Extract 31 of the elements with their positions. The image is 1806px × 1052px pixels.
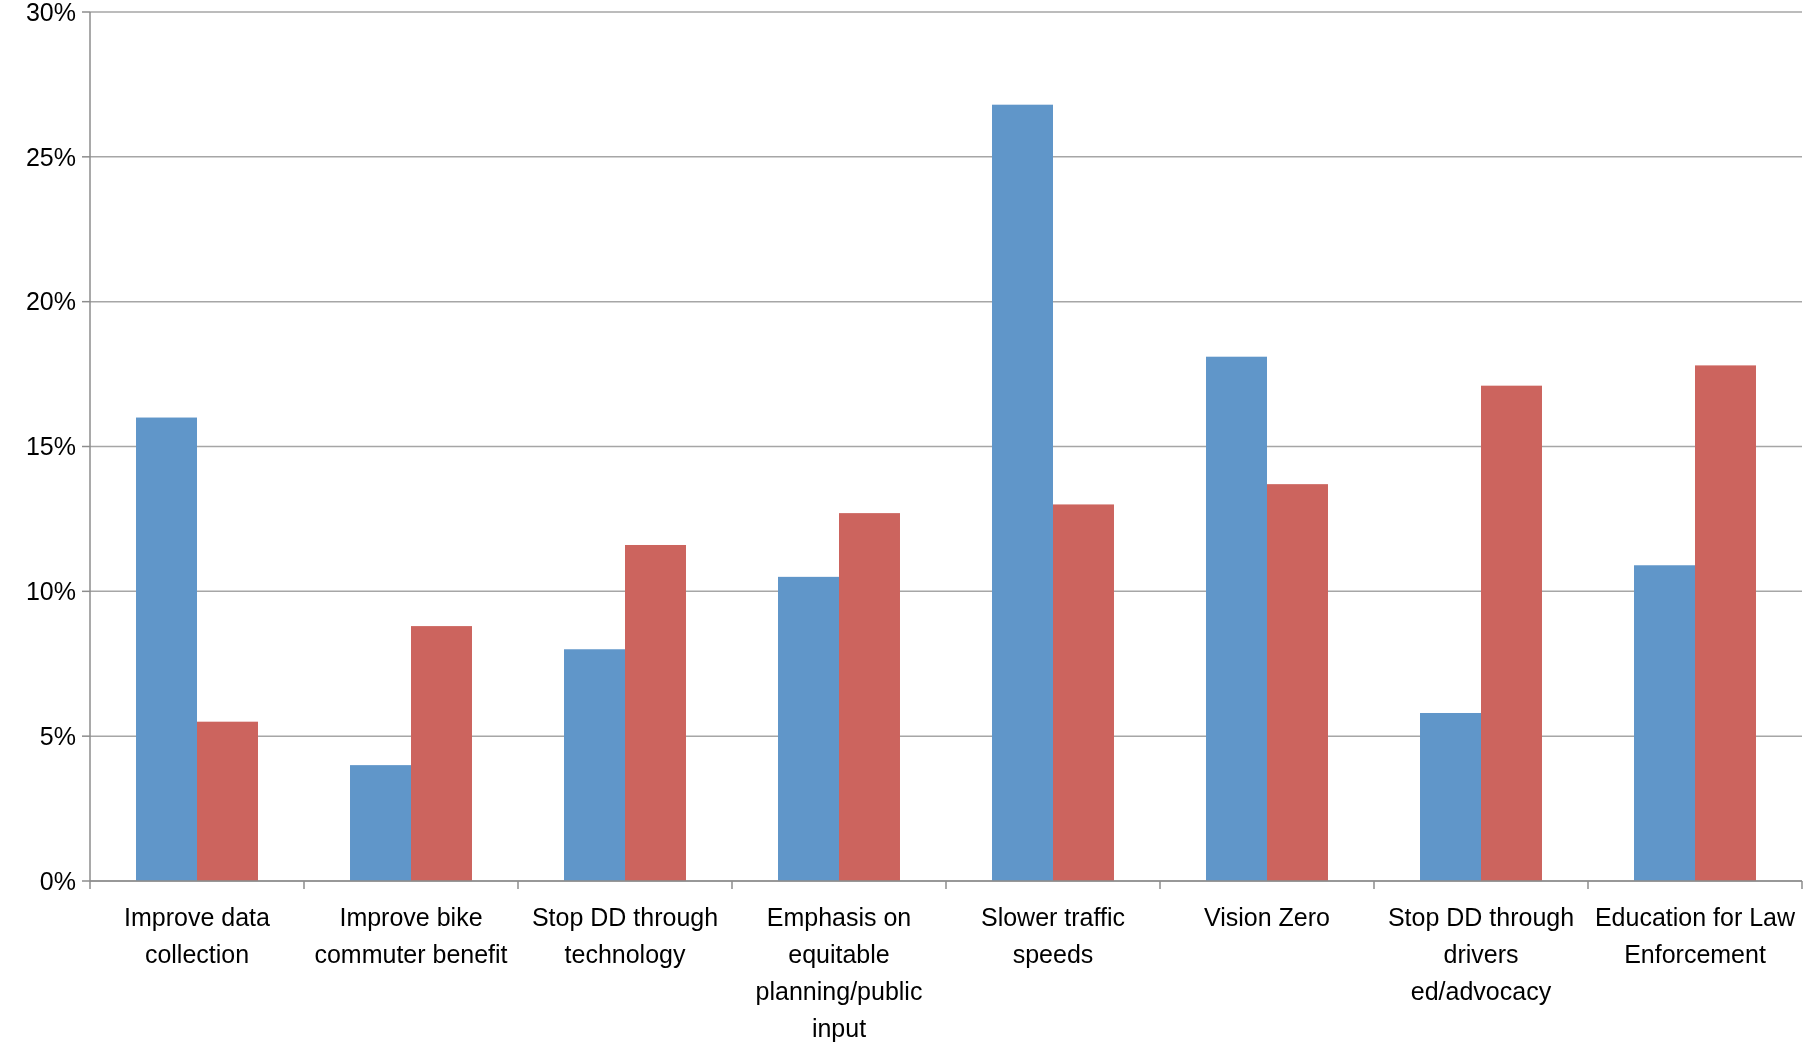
bar: [411, 626, 472, 881]
y-tick-label: 30%: [25, 0, 76, 26]
bar: [1267, 484, 1328, 881]
bar: [564, 649, 625, 881]
x-tick-label: Slower traffic speeds: [980, 903, 1126, 968]
bar: [1053, 504, 1114, 881]
x-tick-label: Emphasis on equitable planning/public input: [755, 903, 923, 1042]
bar: [1206, 356, 1267, 881]
bar: [1695, 365, 1756, 881]
x-tick-label: Stop DD through drivers ed/advocacy: [1387, 903, 1575, 1005]
x-tick-label: Improve bike commuter benefit: [314, 903, 508, 968]
bar: [350, 765, 411, 881]
bar: [625, 544, 686, 881]
bar: [136, 417, 197, 881]
x-tick-label: Improve data collection: [124, 903, 271, 968]
y-tick-label: 0%: [39, 866, 76, 895]
y-tick-label: 10%: [25, 577, 76, 606]
x-tick-label: Vision Zero: [1204, 903, 1330, 931]
y-tick-label: 5%: [39, 721, 76, 750]
y-tick-label: 15%: [25, 432, 76, 461]
bar: [1420, 712, 1481, 881]
bar: [197, 721, 258, 881]
bar: [839, 513, 900, 881]
y-tick-label: 25%: [25, 142, 76, 171]
x-tick-label: Stop DD through technology: [531, 903, 719, 968]
x-tick-label: Education for Law Enforcement: [1594, 903, 1797, 968]
bar: [992, 104, 1053, 881]
bar: [778, 576, 839, 881]
y-tick-label: 20%: [25, 287, 76, 316]
bar: [1481, 385, 1542, 881]
bar: [1634, 565, 1695, 881]
